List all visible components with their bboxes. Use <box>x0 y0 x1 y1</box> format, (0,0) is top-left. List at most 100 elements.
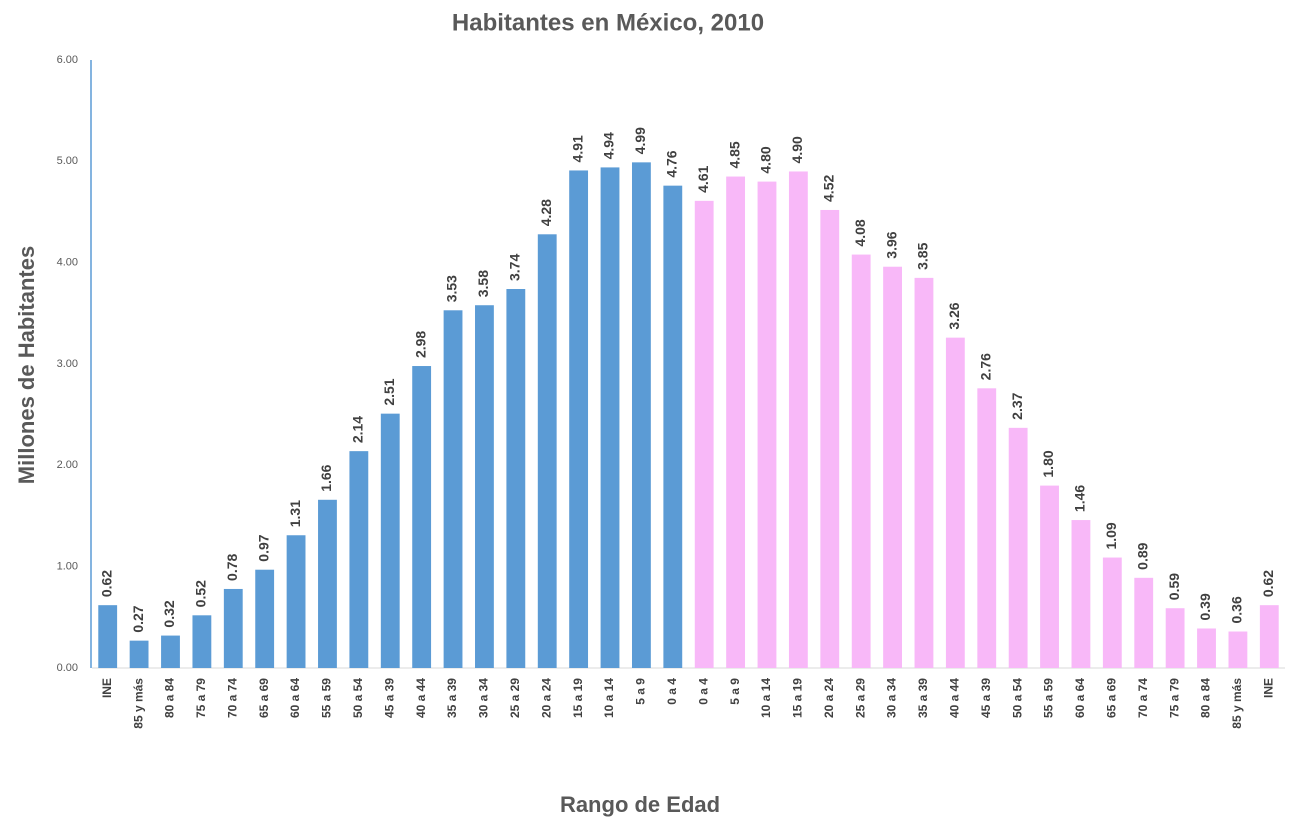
bar <box>757 181 777 668</box>
bar <box>98 605 118 668</box>
y-tick-label: 5.00 <box>57 155 78 167</box>
bar <box>161 635 180 668</box>
value-label: 4.91 <box>569 135 585 162</box>
bar <box>663 185 683 669</box>
value-label: 3.26 <box>946 302 962 329</box>
bar <box>537 234 557 668</box>
x-tick-label: 30 a 34 <box>885 678 899 718</box>
value-label: 2.37 <box>1009 392 1025 419</box>
x-tick-label: 10 a 14 <box>759 678 773 718</box>
value-label: 0.52 <box>193 580 209 607</box>
y-tick-label: 3.00 <box>57 358 78 370</box>
value-label: 1.80 <box>1040 450 1056 477</box>
bar <box>820 209 840 668</box>
x-tick-label: 5 a 9 <box>728 678 742 705</box>
value-label: 0.32 <box>161 600 177 627</box>
bar <box>412 366 432 668</box>
x-tick-label: 65 a 69 <box>1105 678 1119 718</box>
value-label: 4.76 <box>664 150 680 177</box>
x-tick-label: 40 a 44 <box>948 678 962 718</box>
bar <box>1102 557 1122 668</box>
x-tick-label: 50 a 54 <box>351 678 365 718</box>
value-label: 0.62 <box>1260 570 1276 597</box>
bar <box>600 167 620 668</box>
bar <box>380 413 400 668</box>
y-axis-title: Millones de Habitantes <box>14 246 39 484</box>
value-label: 0.36 <box>1229 596 1245 623</box>
bar <box>506 289 526 668</box>
bar <box>129 640 149 668</box>
x-tick-label: 25 a 29 <box>853 678 867 718</box>
x-tick-label: 40 a 44 <box>414 678 428 718</box>
value-label: 3.53 <box>444 275 460 302</box>
bar <box>223 588 243 668</box>
value-label: 0.97 <box>255 534 271 561</box>
value-label: 3.85 <box>915 242 931 269</box>
bar <box>788 171 808 668</box>
x-tick-label: 25 a 29 <box>508 678 522 718</box>
x-tick-label: 55 a 59 <box>320 678 334 718</box>
x-tick-label: 45 a 39 <box>382 678 396 718</box>
value-label: 1.66 <box>318 464 334 491</box>
bar <box>851 254 871 668</box>
bar <box>726 176 746 669</box>
value-label: 0.62 <box>98 570 114 597</box>
bar <box>914 277 934 668</box>
value-label: 1.31 <box>287 500 303 527</box>
value-label: 2.76 <box>977 353 993 380</box>
bar <box>318 499 337 668</box>
x-tick-label: 45 a 39 <box>979 678 993 718</box>
value-label: 4.08 <box>852 219 868 246</box>
x-tick-label: 20 a 24 <box>539 678 553 718</box>
value-label: 3.74 <box>507 254 523 281</box>
bar <box>1165 608 1185 668</box>
value-label: 2.98 <box>412 331 428 358</box>
value-label: 3.96 <box>883 231 899 258</box>
bar <box>1259 605 1279 668</box>
value-label: 4.80 <box>758 146 774 173</box>
x-tick-label: 80 a 84 <box>1199 678 1213 718</box>
x-tick-label: 70 a 74 <box>225 678 239 718</box>
value-label: 4.28 <box>538 199 554 226</box>
value-label: 2.14 <box>350 416 366 443</box>
x-tick-label: 60 a 64 <box>1073 678 1087 718</box>
y-tick-label: 6.00 <box>57 54 78 66</box>
x-tick-label: 35 a 39 <box>445 678 459 718</box>
value-label: 0.27 <box>130 605 146 632</box>
bar <box>1040 485 1059 668</box>
value-label: 1.09 <box>1103 522 1119 549</box>
value-label: 0.59 <box>1166 573 1182 600</box>
x-tick-label: 35 a 39 <box>916 678 930 718</box>
x-tick-label: 50 a 54 <box>1010 678 1024 718</box>
bar <box>443 310 463 668</box>
y-tick-label: 2.00 <box>57 459 78 471</box>
y-tick-label: 0.00 <box>57 662 78 674</box>
bar <box>1008 427 1028 668</box>
x-tick-label: 20 a 24 <box>822 678 836 718</box>
value-label: 4.90 <box>789 136 805 163</box>
bar <box>1197 628 1216 668</box>
x-tick-label: 0 a 4 <box>696 678 710 705</box>
bar <box>883 266 902 668</box>
value-label: 4.52 <box>820 175 836 202</box>
value-label: 2.51 <box>381 378 397 405</box>
bar <box>1228 631 1248 668</box>
x-tick-label: 55 a 59 <box>1042 678 1056 718</box>
bar <box>1071 520 1091 668</box>
value-label: 4.85 <box>726 141 742 168</box>
value-label: 1.46 <box>1072 485 1088 512</box>
x-tick-label: 75 a 79 <box>194 678 208 718</box>
bar <box>945 337 965 668</box>
chart-title: Habitantes en México, 2010 <box>452 9 764 36</box>
x-tick-label: 70 a 74 <box>1136 678 1150 718</box>
x-axis-title: Rango de Edad <box>560 792 720 817</box>
bar <box>977 388 997 668</box>
x-tick-label: 65 a 69 <box>257 678 271 718</box>
bar <box>255 569 275 668</box>
bar <box>631 162 651 668</box>
y-tick-label: 1.00 <box>57 561 78 573</box>
value-label: 3.58 <box>475 270 491 297</box>
x-tick-label: 15 a 19 <box>571 678 585 718</box>
